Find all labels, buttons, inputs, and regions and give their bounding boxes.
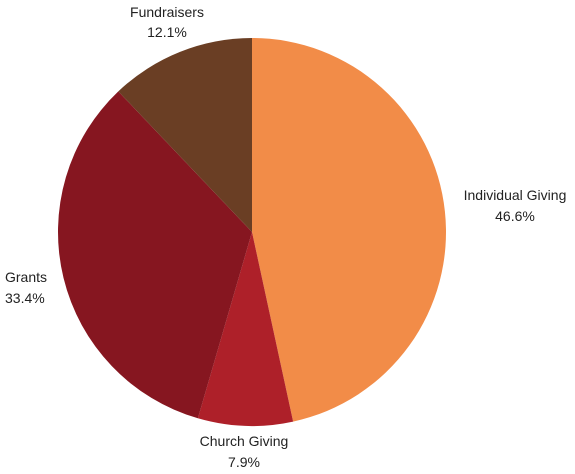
slice-value-grants: 33.4% — [5, 290, 45, 306]
slice-name-fundraisers: Fundraisers — [130, 4, 204, 20]
slice-value-church-giving: 7.9% — [228, 454, 260, 470]
slice-name-individual-giving: Individual Giving — [464, 187, 567, 203]
slice-value-fundraisers: 12.1% — [147, 24, 187, 40]
slice-name-church-giving: Church Giving — [200, 433, 289, 449]
slice-label-grants: Grants 33.4% — [5, 269, 47, 306]
pie-slices — [57, 38, 447, 427]
pie-slice-fundraisers — [118, 38, 252, 232]
slice-label-fundraisers: Fundraisers 12.1% — [130, 4, 204, 40]
slice-value-individual-giving: 46.6% — [495, 208, 535, 224]
pie-slice-church-giving — [197, 232, 294, 427]
slice-label-individual-giving: Individual Giving 46.6% — [464, 187, 567, 224]
slice-name-grants: Grants — [5, 269, 47, 285]
pie-slice-individual-giving — [252, 38, 447, 422]
pie-slice-grants — [57, 91, 252, 419]
slice-label-church-giving: Church Giving 7.9% — [200, 433, 289, 470]
